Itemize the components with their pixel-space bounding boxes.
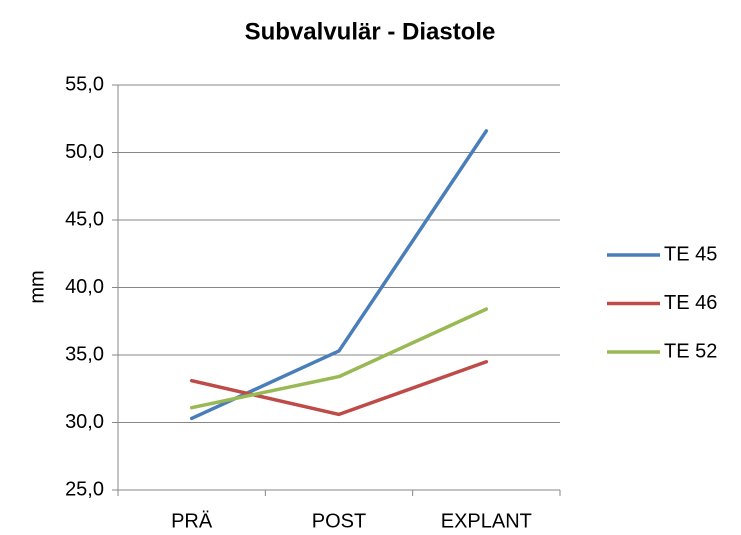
y-tick-label: 25,0 — [65, 478, 104, 500]
x-tick-label: EXPLANT — [441, 510, 532, 532]
y-tick-label: 40,0 — [65, 276, 104, 298]
series-line — [189, 360, 489, 417]
x-tick-label: PRÄ — [171, 510, 213, 532]
legend-label: TE 46 — [664, 292, 717, 314]
x-tick-label: POST — [312, 510, 366, 532]
legend-label: TE 45 — [664, 243, 717, 265]
chart-title: Subvalvulär - Diastole — [245, 18, 496, 45]
y-tick-label: 30,0 — [65, 411, 104, 433]
y-tick-label: 50,0 — [65, 141, 104, 163]
y-tick-label: 35,0 — [65, 343, 104, 365]
y-tick-label: 55,0 — [65, 73, 104, 95]
y-axis-label: mm — [26, 270, 48, 303]
legend-label: TE 52 — [664, 340, 717, 362]
y-tick-label: 45,0 — [65, 208, 104, 230]
series-line — [189, 307, 489, 410]
